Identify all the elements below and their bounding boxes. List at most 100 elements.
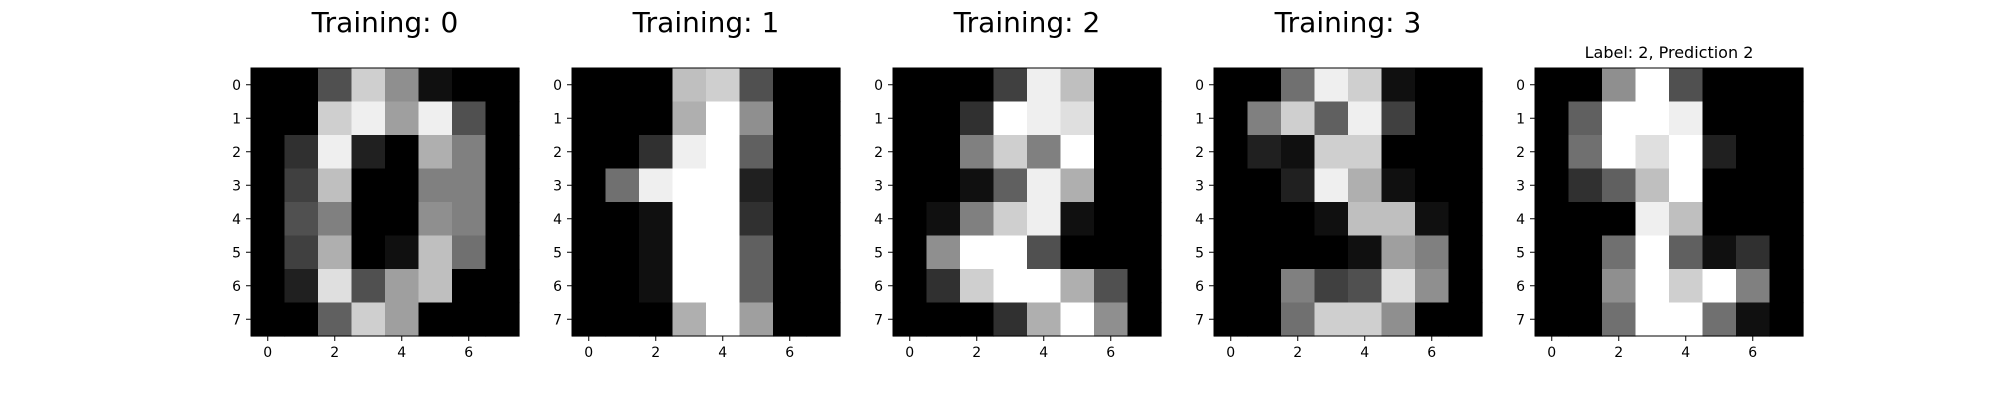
pixel-cell [960, 269, 995, 304]
pixel-cell [926, 235, 961, 270]
pixel-cell [1769, 235, 1804, 270]
pixel-cell [1568, 302, 1603, 337]
pixel-cell [1602, 235, 1637, 270]
digit-panel: Training: 3 0 2 4 6 0 1 2 3 4 5 6 7 [1195, 6, 1483, 361]
pixel-cell [351, 235, 386, 270]
pixel-cell [1702, 269, 1737, 304]
pixel-cell [1127, 269, 1162, 304]
pixel-cell [706, 168, 741, 203]
pixel-cell [572, 269, 607, 304]
pixel-cell [385, 168, 420, 203]
pixel-cell [1702, 135, 1737, 170]
pixel-cell [893, 202, 928, 237]
pixel-cell [1281, 269, 1316, 304]
y-tick-label: 3 [874, 178, 883, 194]
pixel-cell [1415, 202, 1450, 237]
pixel-cell [1094, 235, 1129, 270]
pixel-cell [605, 101, 640, 136]
pixel-cell [572, 202, 607, 237]
pixel-cell [284, 302, 319, 337]
pixel-cell [639, 202, 674, 237]
y-tick-label: 7 [232, 312, 241, 328]
pixel-cell [1702, 68, 1737, 103]
pixel-cell [1127, 235, 1162, 270]
pixel-cell [1247, 302, 1282, 337]
pixel-cell [960, 101, 995, 136]
y-tick-label: 1 [874, 111, 883, 127]
pixel-cell [1702, 202, 1737, 237]
pixel-cell [284, 202, 319, 237]
y-tick-label: 1 [553, 111, 562, 127]
y-tick-label: 5 [553, 245, 562, 261]
y-tick-label: 0 [232, 78, 241, 94]
pixel-cell [1736, 235, 1771, 270]
pixel-cell [1669, 168, 1704, 203]
pixel-cell [1127, 202, 1162, 237]
pixel-cell [572, 135, 607, 170]
y-tick-label: 6 [232, 279, 241, 295]
pixel-cell [806, 68, 841, 103]
pixel-cell [893, 135, 928, 170]
pixel-cell [893, 68, 928, 103]
pixel-cell [1448, 135, 1483, 170]
pixel-cell [485, 168, 520, 203]
pixel-cell [605, 302, 640, 337]
pixel-cell [993, 235, 1028, 270]
y-tick-label: 2 [1516, 145, 1525, 161]
pixel-cell [960, 135, 995, 170]
pixel-cell [1381, 101, 1416, 136]
pixel-cell [806, 235, 841, 270]
pixel-cell [1635, 135, 1670, 170]
pixel-cell [1381, 168, 1416, 203]
pixel-cell [485, 135, 520, 170]
pixel-cell [926, 269, 961, 304]
pixel-cell [1314, 101, 1349, 136]
pixel-cell [672, 202, 707, 237]
pixel-cell [1094, 68, 1129, 103]
pixel-cell [1736, 269, 1771, 304]
pixel-cell [993, 202, 1028, 237]
pixel-cell [1702, 168, 1737, 203]
pixel-cell [773, 235, 808, 270]
pixel-cell [1415, 302, 1450, 337]
pixel-cell [1769, 202, 1804, 237]
pixel-cell [1602, 68, 1637, 103]
x-tick-label: 2 [1293, 345, 1302, 361]
pixel-cell [1568, 235, 1603, 270]
pixel-cell [1027, 202, 1062, 237]
pixel-cell [1568, 202, 1603, 237]
y-tick-label: 4 [1516, 212, 1525, 228]
pixel-cell [1214, 202, 1249, 237]
x-tick-label: 6 [1106, 345, 1115, 361]
pixel-cell [672, 235, 707, 270]
pixel-cell [1247, 101, 1282, 136]
pixel-cell [251, 101, 286, 136]
pixel-cell [572, 302, 607, 337]
pixel-cell [1769, 101, 1804, 136]
x-tick-label: 0 [905, 345, 914, 361]
pixel-cell [418, 168, 453, 203]
pixel-cell [485, 302, 520, 337]
pixel-cell [1736, 68, 1771, 103]
pixel-cell [251, 68, 286, 103]
pixel-cell [1415, 269, 1450, 304]
pixel-cell [1281, 101, 1316, 136]
pixel-cell [739, 202, 774, 237]
pixel-cell [993, 68, 1028, 103]
pixel-cell [351, 302, 386, 337]
pixel-cell [806, 302, 841, 337]
pixel-cell [1568, 168, 1603, 203]
pixel-cell [1602, 302, 1637, 337]
pixel-cell [1535, 135, 1570, 170]
x-tick-label: 2 [1614, 345, 1623, 361]
pixel-cell [1381, 269, 1416, 304]
pixel-cell [605, 269, 640, 304]
pixel-cell [1736, 302, 1771, 337]
pixel-cell [572, 168, 607, 203]
pixel-cell [1669, 135, 1704, 170]
pixel-cell [1535, 101, 1570, 136]
pixel-cell [418, 269, 453, 304]
pixel-cell [284, 168, 319, 203]
pixel-cell [351, 202, 386, 237]
y-tick-label: 3 [1516, 178, 1525, 194]
